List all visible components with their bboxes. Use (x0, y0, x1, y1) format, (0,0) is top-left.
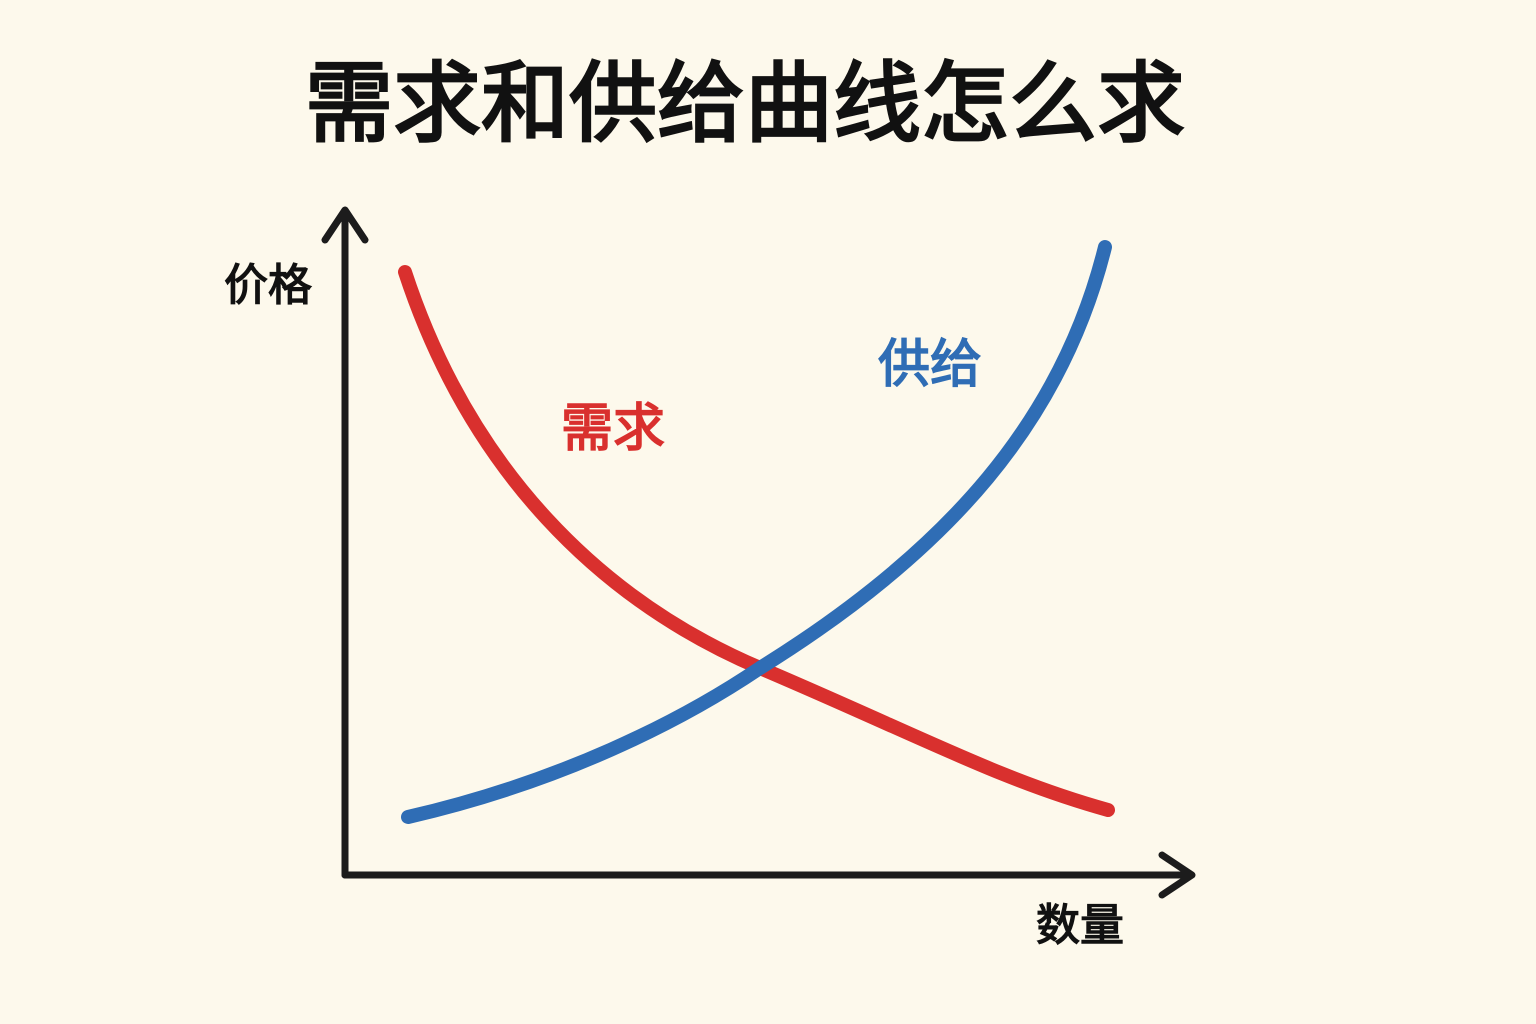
demand-label: 需求 (561, 399, 665, 459)
axes (321, 206, 1196, 899)
supply-curve (401, 240, 1112, 824)
supply-label: 供给 (878, 335, 982, 395)
demand-curve (398, 265, 1115, 817)
x-axis-arrow (1158, 851, 1196, 899)
x-axis-label: 数量 (1036, 900, 1124, 951)
y-axis-label: 价格 (224, 260, 313, 311)
y-axis-arrow (321, 206, 369, 244)
title: 需求和供给曲线怎么求 (305, 52, 1185, 155)
